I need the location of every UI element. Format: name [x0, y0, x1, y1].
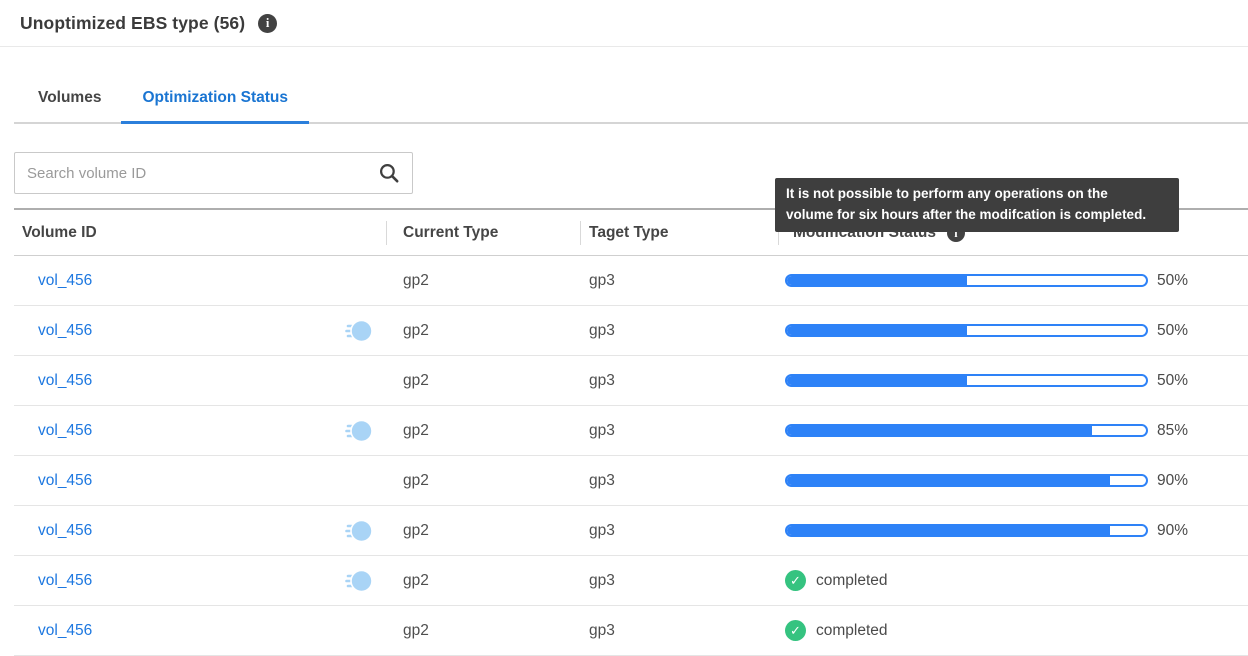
table-row: vol_456 gp2 gp3 50%: [14, 356, 1248, 406]
progress-bar: [785, 474, 1148, 487]
completed-status-label: completed: [816, 621, 888, 639]
modification-status-cell: 50%: [778, 272, 1248, 290]
current-type-cell: gp2: [403, 571, 429, 589]
progress-percentage: 50%: [1157, 371, 1189, 389]
title-bar: Unoptimized EBS type (56) i: [0, 0, 1248, 47]
tooltip-line-1: It is not possible to perform any operat…: [786, 186, 1108, 201]
search-input[interactable]: [27, 164, 378, 182]
current-type-cell: gp2: [403, 471, 429, 489]
table-row: vol_456 gp2 gp3 90%: [14, 506, 1248, 556]
optimization-status-table: Volume ID Current Type Taget Type Modifi…: [14, 210, 1248, 656]
progress-bar-fill: [787, 276, 967, 285]
target-type-cell: gp3: [589, 471, 615, 489]
modification-status-cell: 85%: [778, 422, 1248, 440]
volume-id-link[interactable]: vol_456: [38, 421, 93, 439]
search-icon[interactable]: [378, 162, 400, 184]
volume-id-cell: vol_456: [14, 622, 386, 640]
volume-id-link[interactable]: vol_456: [38, 521, 93, 539]
modification-status-cell: ✓ completed: [778, 620, 1248, 641]
target-type-cell: gp3: [589, 321, 615, 339]
modification-status-cell: 50%: [778, 322, 1248, 340]
progress-percentage: 90%: [1157, 471, 1189, 489]
target-type-cell: gp3: [589, 271, 615, 289]
table-row: vol_456 gp2 gp3 ✓ completed: [14, 556, 1248, 606]
search-box: [14, 152, 413, 194]
volume-id-cell: vol_456: [14, 318, 386, 344]
fast-snapshot-icon: [345, 568, 372, 594]
progress-percentage: 90%: [1157, 521, 1189, 539]
modification-status-cell: 90%: [778, 472, 1248, 490]
volume-id-link[interactable]: vol_456: [38, 621, 93, 639]
column-header-volume-id: Volume ID: [22, 223, 97, 241]
table-row: vol_456 gp2 gp3 50%: [14, 256, 1248, 306]
progress-bar-fill: [787, 526, 1111, 535]
tab-bar: Volumes Optimization Status: [14, 77, 1248, 124]
progress-percentage: 50%: [1157, 271, 1189, 289]
search-row: [14, 152, 1248, 194]
tab-volumes[interactable]: Volumes: [38, 89, 102, 106]
current-type-cell: gp2: [403, 621, 429, 639]
page-title: Unoptimized EBS type (56): [20, 12, 246, 33]
modification-status-cell: ✓ completed: [778, 570, 1248, 591]
tab-optimization-status[interactable]: Optimization Status: [121, 89, 309, 124]
progress-bar: [785, 524, 1148, 537]
volume-id-link[interactable]: vol_456: [38, 471, 93, 489]
completed-check-icon: ✓: [785, 570, 806, 591]
table-row: vol_456 gp2 gp3 50%: [14, 306, 1248, 356]
completed-check-icon: ✓: [785, 620, 806, 641]
volume-id-cell: vol_456: [14, 568, 386, 594]
progress-bar-fill: [787, 376, 967, 385]
table-row: vol_456 gp2 gp3 85%: [14, 406, 1248, 456]
fast-snapshot-icon: [345, 418, 372, 444]
modification-status-cell: 50%: [778, 372, 1248, 390]
tooltip-line-2: volume for six hours after the modifcati…: [786, 207, 1147, 223]
progress-bar-fill: [787, 476, 1111, 485]
current-type-cell: gp2: [403, 521, 429, 539]
target-type-cell: gp3: [589, 521, 615, 539]
progress-percentage: 85%: [1157, 421, 1189, 439]
volume-id-link[interactable]: vol_456: [38, 271, 93, 289]
progress-bar-fill: [787, 326, 967, 335]
column-header-current-type: Current Type: [386, 220, 580, 246]
target-type-cell: gp3: [589, 571, 615, 589]
table-body: vol_456 gp2 gp3 50% vol_456 gp2 gp3 50% vol_456 g…: [14, 256, 1248, 656]
modification-status-tooltip: It is not possible to perform any operat…: [775, 178, 1179, 232]
target-type-cell: gp3: [589, 621, 615, 639]
fast-snapshot-icon: [345, 518, 372, 544]
table-row: vol_456 gp2 gp3 90%: [14, 456, 1248, 506]
column-header-target-type: Taget Type: [580, 220, 778, 246]
target-type-cell: gp3: [589, 421, 615, 439]
volume-id-cell: vol_456: [14, 518, 386, 544]
volume-id-cell: vol_456: [14, 472, 386, 490]
volume-id-link[interactable]: vol_456: [38, 321, 93, 339]
progress-bar: [785, 424, 1148, 437]
current-type-cell: gp2: [403, 271, 429, 289]
modification-status-cell: 90%: [778, 522, 1248, 540]
volume-id-cell: vol_456: [14, 418, 386, 444]
fast-snapshot-icon: [345, 318, 372, 344]
table-top-divider: [14, 208, 1248, 210]
progress-percentage: 50%: [1157, 321, 1189, 339]
current-type-cell: gp2: [403, 371, 429, 389]
volume-id-link[interactable]: vol_456: [38, 371, 93, 389]
progress-bar: [785, 274, 1148, 287]
current-type-cell: gp2: [403, 421, 429, 439]
progress-bar-fill: [787, 426, 1093, 435]
completed-status-label: completed: [816, 571, 888, 589]
progress-bar: [785, 324, 1148, 337]
volume-id-link[interactable]: vol_456: [38, 571, 93, 589]
volume-id-cell: vol_456: [14, 372, 386, 390]
progress-bar: [785, 374, 1148, 387]
target-type-cell: gp3: [589, 371, 615, 389]
volume-id-cell: vol_456: [14, 272, 386, 290]
table-row: vol_456 gp2 gp3 ✓ completed: [14, 606, 1248, 656]
current-type-cell: gp2: [403, 321, 429, 339]
title-info-icon[interactable]: i: [258, 13, 278, 33]
